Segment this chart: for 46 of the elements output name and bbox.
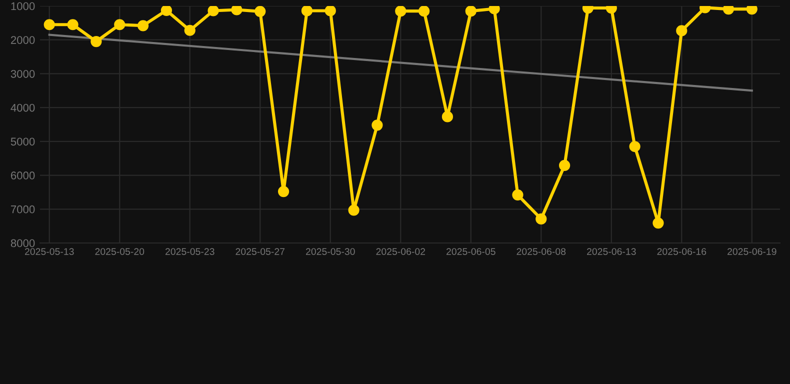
point: [184, 24, 196, 36]
point: [629, 140, 640, 152]
x-tick-label: 2025-06-13: [587, 248, 636, 255]
point: [301, 6, 313, 16]
point: [372, 120, 383, 131]
x-tick-label: 2025-05-20: [95, 248, 144, 255]
point: [442, 111, 454, 122]
point: [512, 189, 524, 200]
point: [722, 6, 734, 15]
x-tick-label: 2025-06-08: [516, 248, 566, 255]
point: [67, 19, 78, 30]
point: [208, 6, 219, 16]
point: [137, 20, 149, 32]
y-tick-label: 8000: [10, 239, 35, 248]
point: [160, 6, 172, 16]
x-tick-label: 2025-06-16: [657, 248, 706, 255]
y-tick-label: 1000: [11, 2, 35, 10]
point: [559, 160, 570, 172]
point: [536, 213, 547, 225]
point: [348, 204, 360, 216]
point: [254, 6, 266, 17]
point: [231, 6, 242, 16]
x-tick-label: 2025-05-13: [24, 248, 74, 255]
x-tick-label: 2025-06-02: [376, 248, 426, 255]
point: [114, 19, 126, 30]
y-tick-label: 6000: [10, 172, 35, 180]
point: [44, 19, 55, 30]
y-tick-label: 5000: [10, 138, 35, 146]
point: [90, 36, 102, 48]
point: [652, 217, 664, 229]
y-tick-label: 4000: [10, 104, 35, 112]
point: [278, 186, 290, 198]
x-tick-label: 2025-06-05: [446, 248, 496, 255]
point: [676, 25, 688, 36]
x-tick-label: 2025-06-19: [728, 248, 776, 255]
y-tick-label: 7000: [10, 205, 35, 214]
x-tick-label: 2025-05-30: [306, 248, 355, 255]
y-tick-label: 2000: [10, 36, 35, 44]
point: [746, 6, 758, 15]
point: [418, 6, 430, 17]
point: [324, 6, 336, 16]
x-tick-label: 2025-05-27: [236, 248, 285, 255]
point: [395, 6, 406, 17]
x-tick-label: 2025-05-23: [166, 248, 214, 255]
point: [465, 6, 476, 17]
y-tick-label: 3000: [10, 70, 35, 78]
